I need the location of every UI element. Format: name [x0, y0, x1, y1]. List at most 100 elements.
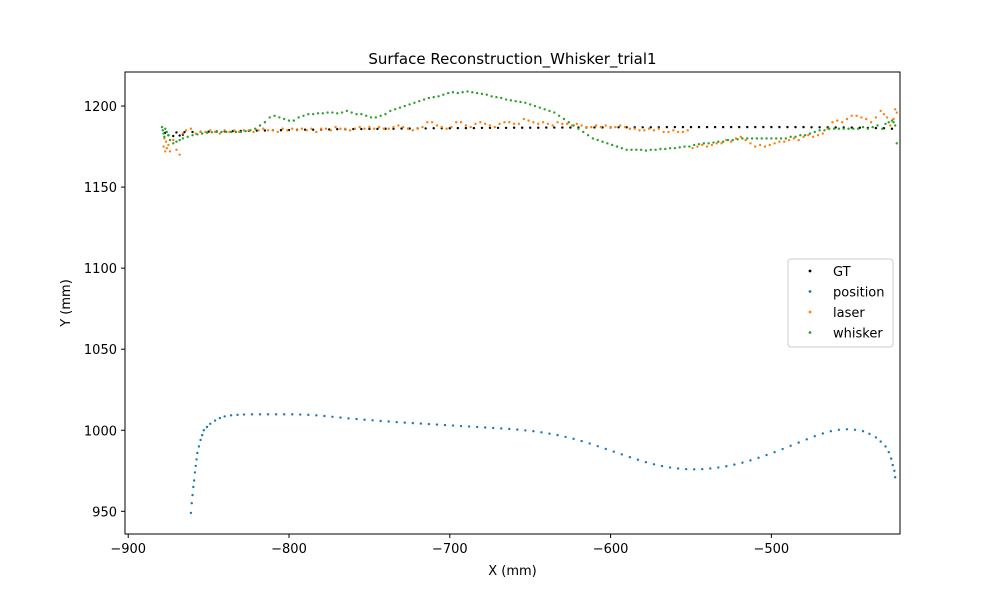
whisker-point — [794, 135, 797, 139]
whisker-point — [832, 127, 836, 130]
position-point — [717, 466, 720, 469]
GT-point — [376, 127, 379, 131]
whisker-point — [721, 140, 725, 143]
whisker-point — [258, 124, 262, 127]
whisker-point — [355, 112, 358, 116]
whisker-point — [697, 142, 701, 146]
laser-point — [662, 130, 665, 134]
position-point — [596, 444, 599, 448]
whisker-point — [287, 119, 291, 122]
laser-point — [223, 129, 226, 132]
GT-point — [794, 125, 797, 129]
whisker-point — [273, 114, 276, 117]
laser-point — [836, 119, 839, 122]
position-point — [874, 436, 878, 439]
position-point — [725, 465, 728, 468]
whisker-point — [543, 108, 546, 111]
laser-point — [426, 121, 429, 124]
position-point — [701, 467, 704, 471]
position-point — [307, 413, 310, 417]
whisker-point — [350, 111, 353, 114]
position-point — [749, 459, 752, 462]
whisker-point — [384, 112, 387, 116]
laser-point — [797, 138, 800, 142]
GT-point — [649, 126, 652, 129]
laser-point — [266, 129, 270, 132]
y-axis: 950 1000 1050 1100 1150 1200 — [84, 100, 125, 520]
whisker-point — [514, 99, 517, 103]
position-point — [250, 413, 254, 416]
whisker-point — [774, 137, 778, 140]
GT-point — [890, 127, 894, 130]
whisker-point — [884, 122, 887, 126]
laser-point — [300, 127, 304, 130]
whisker-point — [162, 132, 165, 135]
GT-point — [713, 125, 717, 129]
laser-point — [344, 127, 347, 130]
whisker-point — [644, 149, 648, 152]
laser-point — [392, 125, 395, 129]
GT-point — [786, 125, 789, 129]
position-point — [797, 441, 800, 444]
laser-point — [638, 129, 641, 132]
laser-point — [609, 125, 612, 129]
position-point — [887, 450, 890, 454]
GT-point — [834, 126, 837, 129]
whisker-point — [649, 148, 652, 152]
laser-point — [556, 121, 559, 124]
whisker-point — [167, 134, 170, 137]
laser-point — [787, 138, 791, 142]
whisker-point — [770, 137, 773, 140]
GT-point — [617, 126, 620, 129]
x-axis-label: X (mm) — [488, 564, 537, 579]
position-point — [556, 433, 559, 437]
whisker-point — [268, 116, 271, 119]
laser-point — [483, 122, 487, 126]
position-point — [427, 422, 431, 426]
position-point — [229, 414, 233, 417]
whisker-point — [196, 133, 199, 136]
whisker-point — [615, 145, 619, 148]
laser-point — [754, 145, 757, 148]
GT-point — [665, 125, 669, 129]
whisker-point — [160, 125, 164, 129]
position-point — [331, 415, 334, 418]
laser-point — [869, 121, 873, 124]
whisker-point — [403, 104, 406, 108]
laser-point — [464, 124, 468, 127]
laser-point — [421, 125, 424, 129]
whisker-point — [408, 103, 411, 106]
position-point — [223, 415, 226, 418]
whisker-point — [500, 96, 503, 100]
whisker-point — [461, 91, 464, 94]
y-axis-label: Y (mm) — [59, 279, 74, 328]
position-point — [891, 463, 894, 467]
position-point — [837, 428, 841, 431]
position-point — [532, 430, 535, 433]
laser-point — [715, 142, 718, 145]
laser-point — [440, 125, 443, 129]
whisker-point — [572, 124, 575, 127]
y-tick-label: 1200 — [84, 100, 117, 115]
whisker-point — [760, 137, 763, 140]
whisker-point — [857, 127, 860, 130]
laser-point — [218, 132, 222, 135]
laser-point — [860, 116, 863, 119]
position-point — [789, 444, 792, 448]
position-point — [387, 420, 390, 423]
whisker-point — [364, 114, 368, 117]
series-whisker — [160, 90, 898, 152]
laser-point — [368, 125, 371, 129]
position-point — [805, 438, 808, 441]
laser-point — [865, 117, 868, 121]
position-point — [213, 419, 217, 422]
whisker-point — [591, 137, 595, 140]
whisker-point — [200, 132, 204, 135]
position-point — [821, 432, 825, 435]
whisker-point — [887, 121, 890, 124]
whisker-point — [557, 114, 561, 117]
whisker-point — [186, 135, 189, 139]
whisker-point — [707, 142, 710, 145]
GT-point — [762, 125, 765, 129]
whisker-point — [562, 117, 566, 121]
